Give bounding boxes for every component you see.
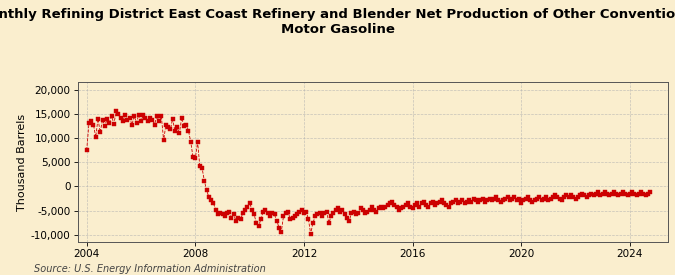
Y-axis label: Thousand Barrels: Thousand Barrels: [17, 114, 27, 211]
Text: Monthly Refining District East Coast Refinery and Blender Net Production of Othe: Monthly Refining District East Coast Ref…: [0, 8, 675, 36]
Text: Source: U.S. Energy Information Administration: Source: U.S. Energy Information Administ…: [34, 264, 265, 274]
